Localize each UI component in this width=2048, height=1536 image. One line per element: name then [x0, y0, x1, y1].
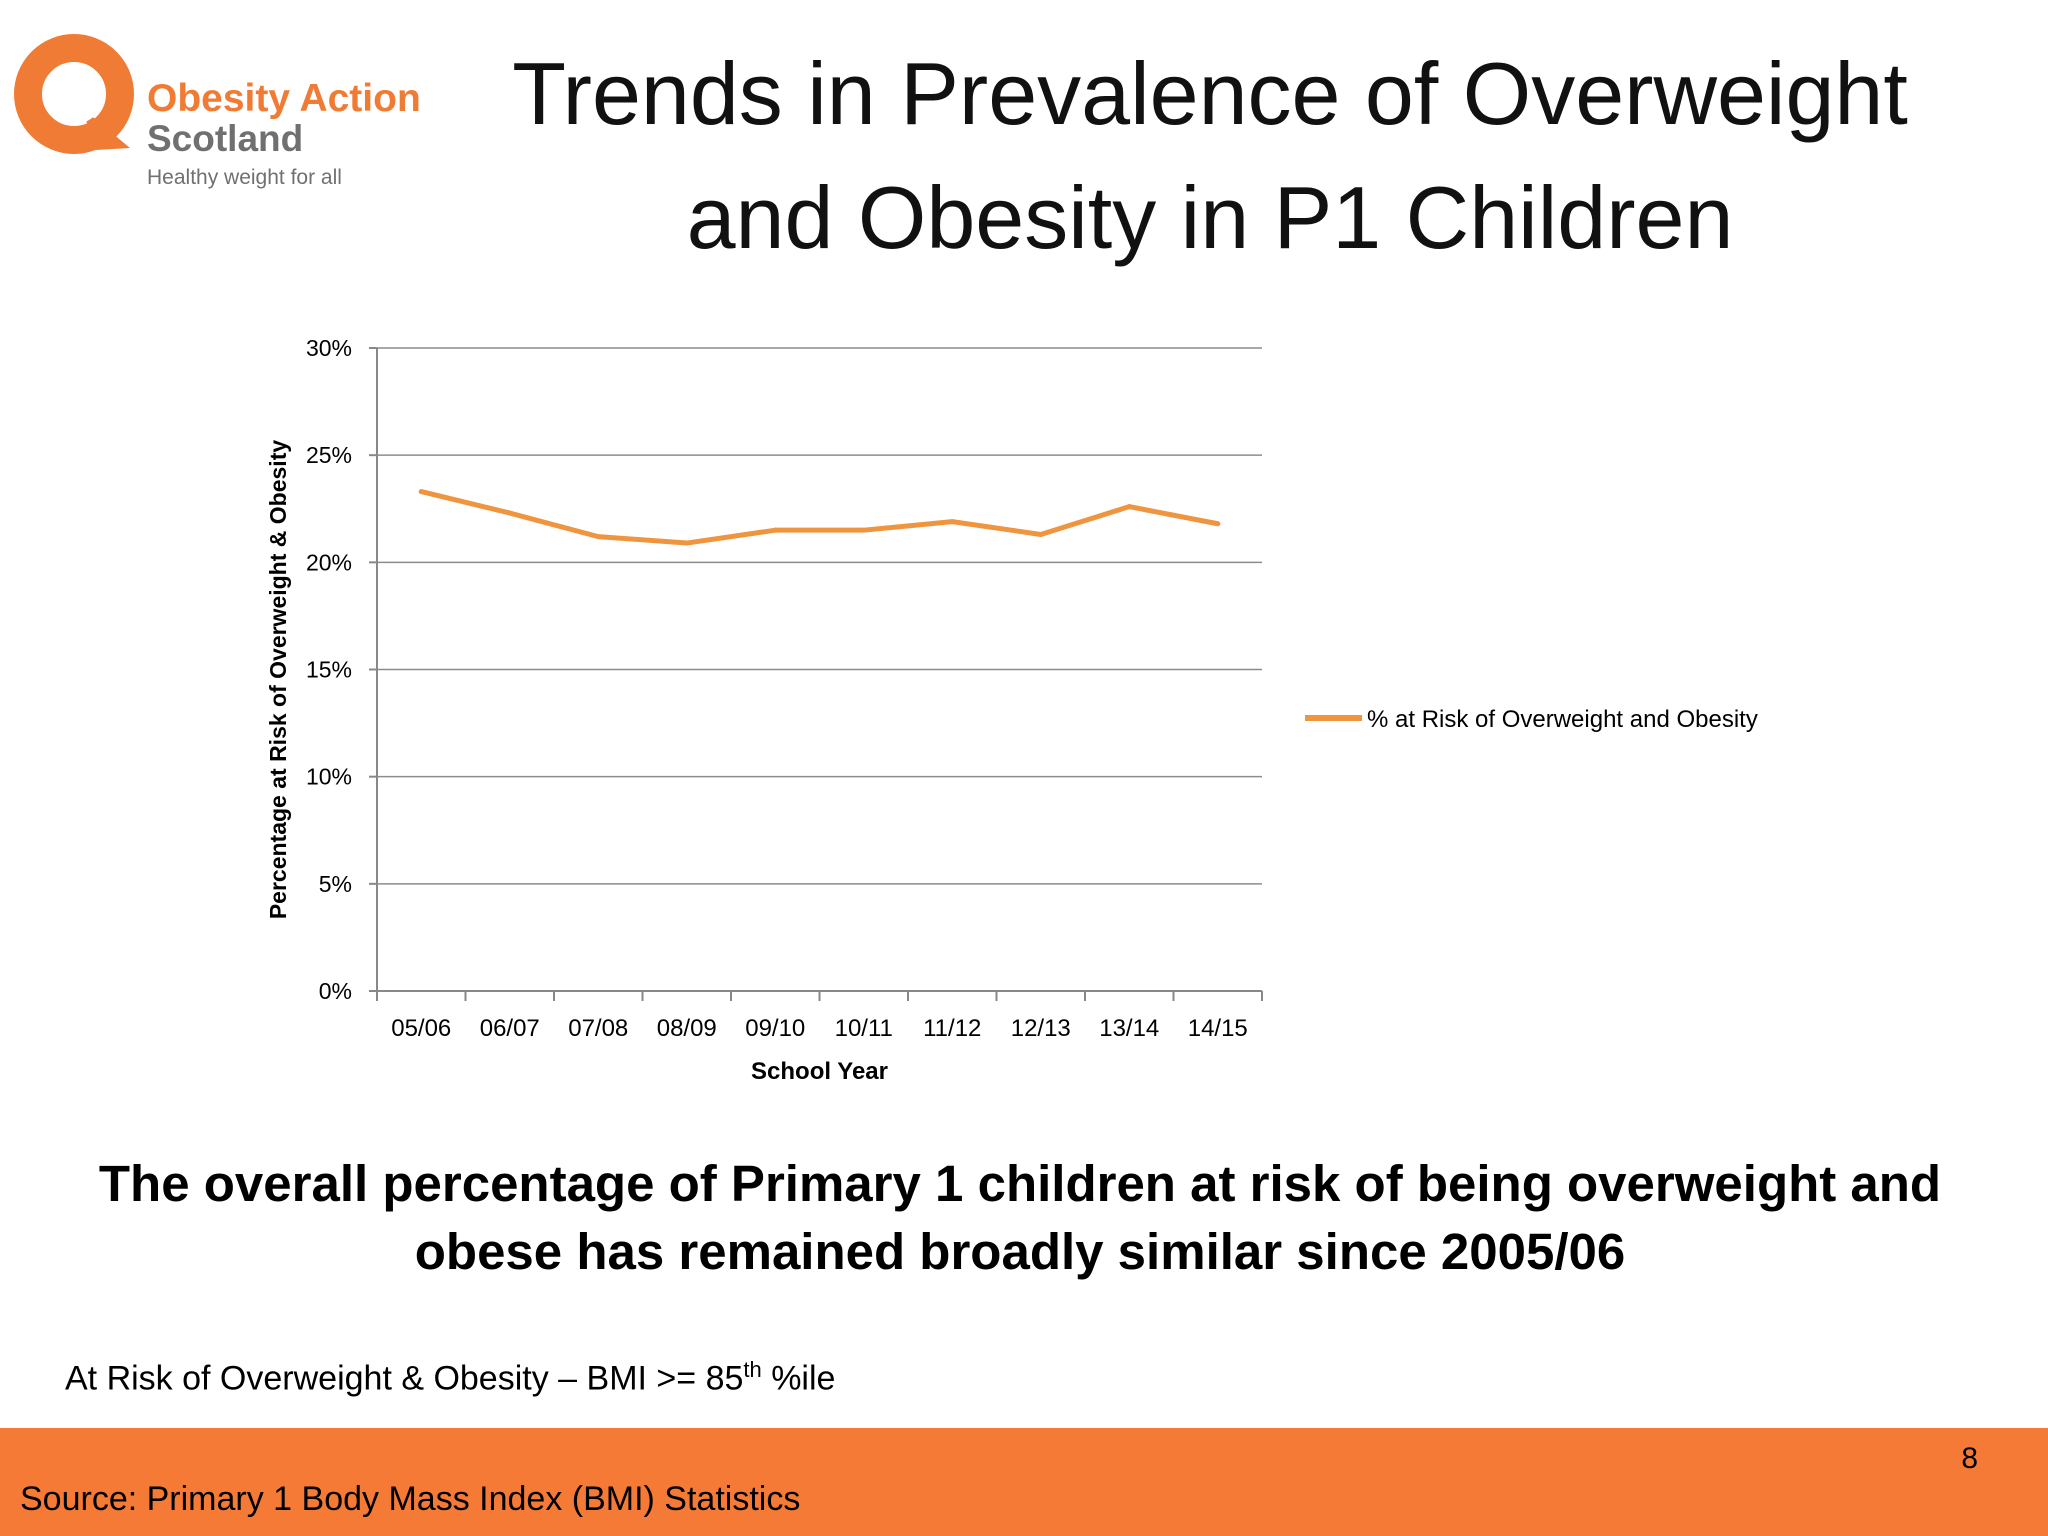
series-line — [418, 489, 1221, 546]
footer-bar: 8 Source: Primary 1 Body Mass Index (BMI… — [0, 1428, 2048, 1536]
legend-label: % at Risk of Overweight and Obesity — [1367, 706, 1758, 733]
x-tick-label: 05/06 — [391, 1015, 451, 1042]
footnote: At Risk of Overweight & Obesity – BMI >=… — [65, 1345, 835, 1403]
x-axis-ticks: 05/06 06/07 07/08 08/09 09/10 10/11 11/12 12/13… — [376, 991, 1263, 1042]
data-point — [684, 540, 690, 546]
footnote-suffix: %ile — [761, 1359, 836, 1398]
x-axis-label: School Year — [751, 1058, 888, 1085]
slide-title: Trends in Prevalence of Overweight and O… — [512, 44, 1908, 267]
data-point — [772, 527, 778, 533]
y-axis-ticks: 0% 5% 10% 15% 20% 25% 30% — [306, 335, 377, 1004]
y-tick-label: 5% — [319, 871, 352, 897]
x-tick-label: 08/09 — [657, 1015, 717, 1042]
x-tick-label: 12/13 — [1011, 1015, 1071, 1042]
footnote-superscript: th — [743, 1357, 762, 1382]
x-tick-label: 13/14 — [1099, 1015, 1159, 1042]
data-point — [861, 527, 867, 533]
data-point — [595, 534, 601, 540]
x-tick-label: 10/11 — [835, 1015, 893, 1042]
data-point — [418, 489, 424, 495]
chart-legend: % at Risk of Overweight and Obesity — [1305, 706, 1758, 733]
data-point — [1215, 521, 1221, 527]
x-tick-label: 09/10 — [745, 1015, 805, 1042]
y-tick-label: 30% — [306, 335, 352, 361]
footnote-text: At Risk of Overweight & Obesity – BMI >=… — [65, 1359, 744, 1398]
data-point — [507, 510, 513, 516]
x-tick-label: 06/07 — [480, 1015, 540, 1042]
headline-statement: The overall percentage of Primary 1 chil… — [98, 1155, 1942, 1280]
page-number: 8 — [1961, 1442, 1978, 1475]
logo: Obesity Action Scotland Healthy weight f… — [12, 30, 421, 200]
data-point — [1038, 531, 1044, 537]
data-point — [1126, 504, 1132, 510]
y-tick-label: 20% — [306, 549, 352, 575]
data-point — [949, 519, 955, 525]
y-axis-label: Percentage at Risk of Overweight & Obesi… — [265, 440, 291, 920]
chart-gridlines — [377, 347, 1262, 885]
x-tick-label: 11/12 — [923, 1015, 981, 1042]
y-tick-label: 25% — [306, 442, 352, 468]
x-tick-label: 14/15 — [1188, 1015, 1248, 1042]
chart-series — [418, 489, 1221, 546]
logo-name-line2: Scotland — [147, 118, 304, 159]
x-tick-label: 07/08 — [568, 1015, 628, 1042]
y-tick-label: 10% — [306, 764, 352, 790]
line-chart: 0% 5% 10% 15% 20% 25% 30% 05/06 06/07 07/08 08/09… — [265, 335, 1758, 1085]
logo-tagline: Healthy weight for all — [147, 166, 342, 189]
logo-name-line1: Obesity Action — [147, 77, 421, 120]
y-tick-label: 15% — [306, 657, 352, 683]
y-tick-label: 0% — [319, 978, 352, 1004]
source-citation: Source: Primary 1 Body Mass Index (BMI) … — [20, 1480, 801, 1518]
obesity-action-q-logo-icon — [14, 34, 134, 154]
